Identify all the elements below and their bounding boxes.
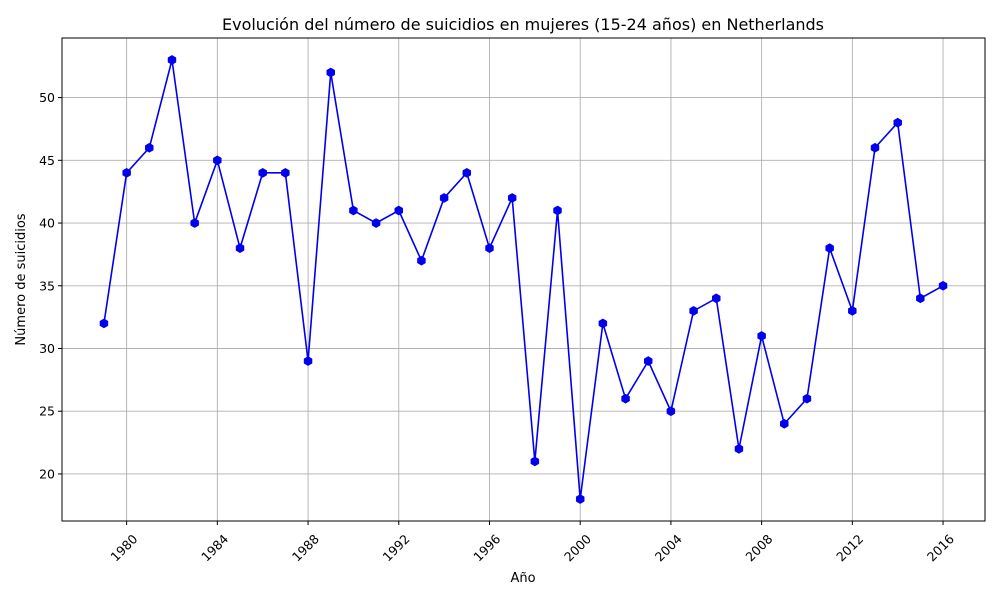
data-point: [780, 418, 789, 429]
x-tick-label: 2000: [561, 531, 594, 564]
data-point: [870, 142, 880, 153]
series-layer: [99, 55, 948, 504]
axis-ticks: 1980 1984 1988 1992 1996 2000 2004 2008 2012 2016…: [39, 90, 957, 564]
y-tick-label: 40: [39, 216, 55, 231]
y-tick-label: 50: [39, 90, 55, 105]
data-point: [530, 456, 540, 467]
data-point: [485, 243, 494, 254]
data-point: [145, 142, 154, 153]
data-point: [644, 356, 653, 366]
x-tick-label: 1984: [198, 531, 231, 564]
data-point: [893, 117, 902, 128]
x-tick-label: 2016: [924, 531, 957, 564]
data-point: [712, 293, 721, 304]
data-point: [666, 406, 676, 417]
data-point: [281, 167, 290, 178]
data-point: [122, 167, 131, 178]
data-point: [303, 356, 313, 366]
data-point: [848, 305, 857, 316]
x-tick-label: 1980: [107, 531, 140, 564]
x-tick-label: 2004: [652, 531, 685, 564]
data-point: [462, 167, 472, 178]
data-point: [825, 243, 834, 254]
data-point: [371, 218, 381, 228]
data-point: [598, 318, 608, 329]
data-point: [734, 443, 744, 454]
x-tick-label: 1996: [470, 531, 503, 564]
data-point: [575, 494, 585, 504]
plot-frame: [61, 37, 986, 522]
data-point: [621, 393, 630, 404]
data-point: [394, 205, 403, 216]
data-point: [916, 293, 925, 304]
data-point: [190, 218, 199, 228]
y-tick-label: 20: [39, 466, 55, 481]
x-tick-label: 1988: [289, 531, 322, 564]
x-axis-label: Año: [510, 571, 535, 586]
data-point: [689, 305, 698, 316]
x-tick-label: 2008: [742, 531, 775, 564]
data-point: [258, 167, 267, 178]
grid: [62, 38, 985, 521]
data-point: [507, 193, 517, 203]
data-point: [938, 280, 948, 291]
data-point: [417, 255, 426, 266]
data-point: [235, 243, 245, 254]
data-point: [213, 155, 222, 166]
data-point: [439, 193, 449, 203]
y-tick-label: 35: [39, 278, 55, 293]
data-point: [167, 55, 177, 65]
data-point: [802, 393, 812, 404]
x-tick-label: 1992: [380, 531, 413, 564]
data-point: [326, 67, 335, 78]
x-tick-label: 2012: [833, 531, 866, 564]
data-point: [349, 205, 358, 216]
y-tick-label: 45: [39, 153, 55, 168]
data-point: [99, 318, 109, 329]
data-point: [553, 205, 562, 216]
y-tick-label: 25: [39, 404, 55, 419]
y-axis-label: Número de suicidios: [14, 213, 29, 345]
series-line: [103, 59, 944, 500]
chart-title: Evolución del número de suicidios en muj…: [222, 15, 824, 34]
data-point: [757, 331, 766, 341]
y-tick-label: 30: [39, 341, 55, 356]
